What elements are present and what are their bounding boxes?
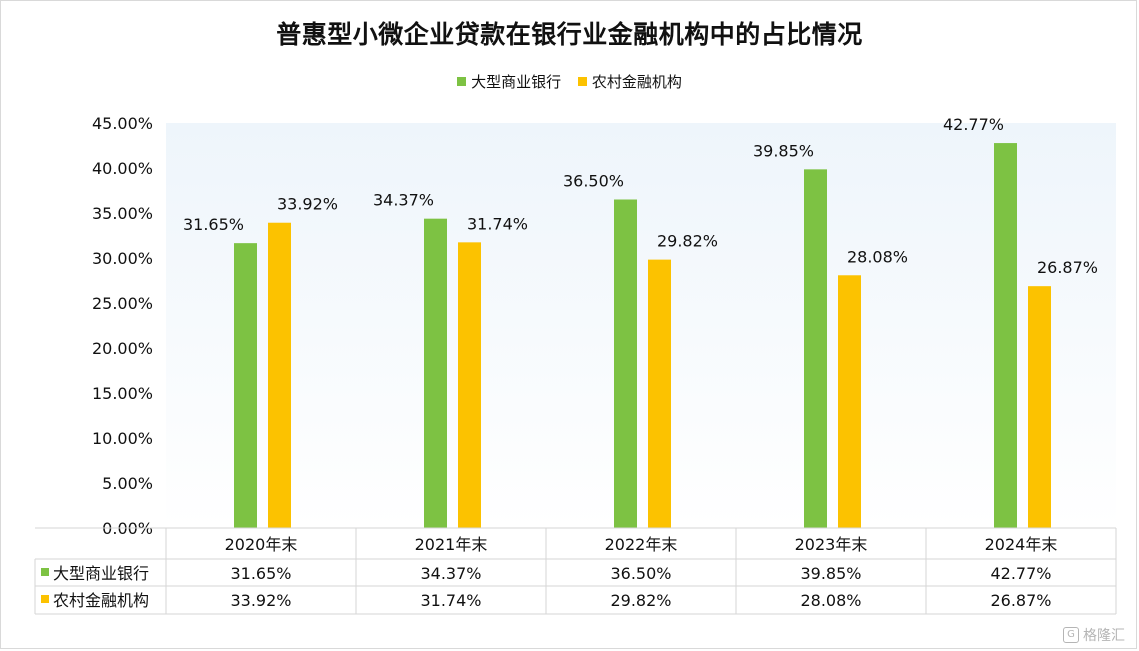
data-label-series-1: 39.85% — [753, 141, 814, 160]
bar-series-1-2024年末 — [994, 143, 1017, 528]
y-tick-label: 25.00% — [92, 294, 153, 313]
y-tick-label: 15.00% — [92, 384, 153, 403]
data-label-series-1: 36.50% — [563, 172, 624, 191]
table-cell: 36.50% — [610, 564, 671, 583]
x-tick-label: 2020年末 — [225, 535, 298, 554]
table-cell: 34.37% — [420, 564, 481, 583]
y-tick-label: 35.00% — [92, 204, 153, 223]
data-label-series-2: 28.08% — [847, 247, 908, 266]
legend-swatch-series-2 — [577, 77, 587, 86]
legend-label-series-1: 大型商业银行 — [471, 73, 562, 91]
table-cell: 42.77% — [990, 564, 1051, 583]
bar-series-1-2021年末 — [424, 218, 447, 529]
table-cell: 31.65% — [230, 564, 291, 583]
data-label-series-2: 33.92% — [277, 195, 338, 214]
legend-label-series-2: 农村金融机构 — [591, 73, 682, 91]
table-row-header: 农村金融机构 — [53, 591, 149, 610]
data-label-series-1: 31.65% — [183, 215, 244, 234]
bars — [234, 143, 1051, 529]
y-tick-label: 45.00% — [92, 114, 153, 133]
table-cell: 33.92% — [230, 591, 291, 610]
bar-series-2-2021年末 — [458, 242, 481, 528]
data-label-series-2: 31.74% — [467, 214, 528, 233]
data-label-series-1: 42.77% — [943, 115, 1004, 134]
data-label-series-2: 29.82% — [657, 232, 718, 251]
x-tick-label: 2024年末 — [985, 535, 1058, 554]
table-cell: 39.85% — [800, 564, 861, 583]
y-tick-label: 40.00% — [92, 159, 153, 178]
x-tick-label: 2021年末 — [415, 535, 488, 554]
y-tick-label: 10.00% — [92, 429, 153, 448]
x-tick-label: 2022年末 — [605, 535, 678, 554]
data-labels: 31.65% 34.37% 36.50% 39.85% 42.77% 33.92% 31.7… — [183, 115, 1098, 277]
watermark: G 格隆汇 — [1063, 625, 1125, 645]
x-tick-label: 2023年末 — [795, 535, 868, 554]
table-cell: 28.08% — [800, 591, 861, 610]
bar-series-2-2022年末 — [648, 259, 671, 528]
legend: 大型商业银行 农村金融机构 — [0, 71, 1139, 92]
legend-swatch-series-1 — [457, 77, 467, 86]
bar-series-2-2023年末 — [838, 275, 861, 528]
table-cell: 29.82% — [610, 591, 671, 610]
table-cell: 31.74% — [420, 591, 481, 610]
y-tick-label: 20.00% — [92, 339, 153, 358]
y-tick-label: 30.00% — [92, 249, 153, 268]
bar-series-2-2024年末 — [1028, 286, 1051, 528]
table-swatch-series-1 — [41, 568, 49, 576]
table-swatch-series-2 — [41, 595, 49, 603]
chart-title: 普惠型小微企业贷款在银行业金融机构中的占比情况 — [276, 20, 863, 49]
bar-series-2-2020年末 — [268, 222, 291, 528]
watermark-logo-icon: G — [1063, 627, 1079, 643]
table-cell: 26.87% — [990, 591, 1051, 610]
bar-series-1-2023年末 — [804, 169, 827, 528]
bar-series-1-2020年末 — [234, 243, 257, 528]
legend-item-series-1: 大型商业银行 — [457, 71, 561, 92]
legend-item-series-2: 农村金融机构 — [577, 71, 682, 92]
data-label-series-2: 26.87% — [1037, 258, 1098, 277]
table-row-header: 大型商业银行 — [53, 564, 149, 583]
y-axis: 0.00%5.00%10.00%15.00%20.00%25.00%30.00%… — [92, 114, 153, 538]
data-label-series-1: 34.37% — [373, 191, 434, 210]
y-tick-label: 5.00% — [102, 474, 153, 493]
bar-series-1-2022年末 — [614, 199, 637, 528]
watermark-text: 格隆汇 — [1083, 628, 1125, 644]
plot-area — [166, 123, 1116, 528]
